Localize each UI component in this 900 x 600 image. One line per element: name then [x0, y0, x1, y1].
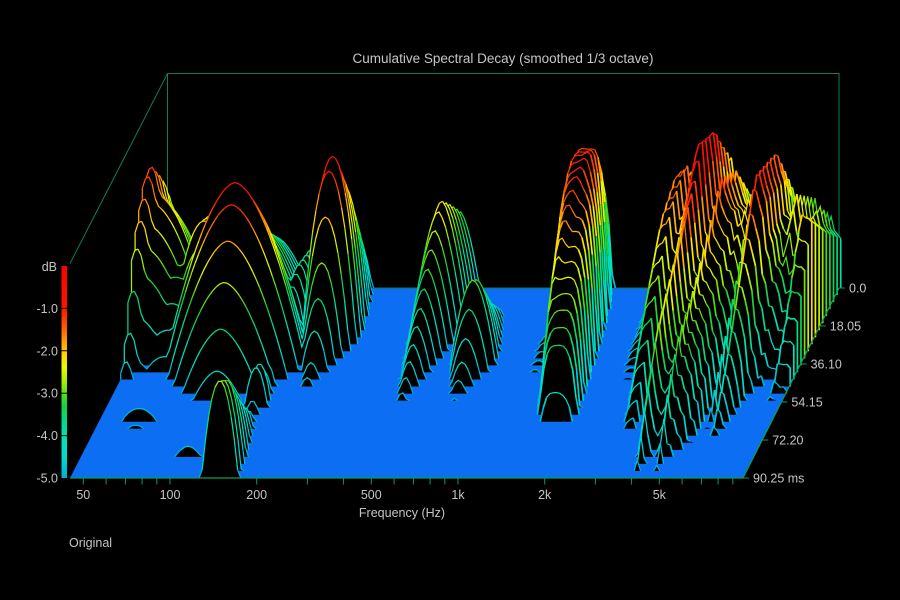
svg-text:1k: 1k: [451, 488, 465, 502]
svg-text:36.10: 36.10: [811, 358, 842, 372]
svg-text:-5.0: -5.0: [36, 472, 58, 486]
svg-text:5k: 5k: [653, 488, 667, 502]
svg-text:Frequency (Hz): Frequency (Hz): [359, 506, 445, 520]
svg-text:0.0: 0.0: [849, 282, 866, 296]
svg-text:2k: 2k: [538, 488, 552, 502]
svg-text:200: 200: [246, 488, 267, 502]
svg-text:54.15: 54.15: [791, 396, 822, 410]
svg-text:72.20: 72.20: [772, 434, 803, 448]
svg-text:-3.0: -3.0: [36, 387, 58, 401]
svg-text:-2.0: -2.0: [36, 344, 58, 358]
svg-text:Cumulative Spectral Decay (smo: Cumulative Spectral Decay (smoothed 1/3 …: [353, 51, 654, 66]
svg-text:90.25 ms: 90.25 ms: [753, 472, 804, 486]
svg-text:50: 50: [76, 488, 90, 502]
svg-text:-1.0: -1.0: [36, 302, 58, 316]
svg-text:dB: dB: [42, 260, 57, 274]
svg-text:Original: Original: [69, 536, 112, 550]
svg-text:500: 500: [361, 488, 382, 502]
svg-text:18.05: 18.05: [830, 320, 861, 334]
svg-text:100: 100: [160, 488, 181, 502]
svg-text:-4.0: -4.0: [36, 429, 58, 443]
